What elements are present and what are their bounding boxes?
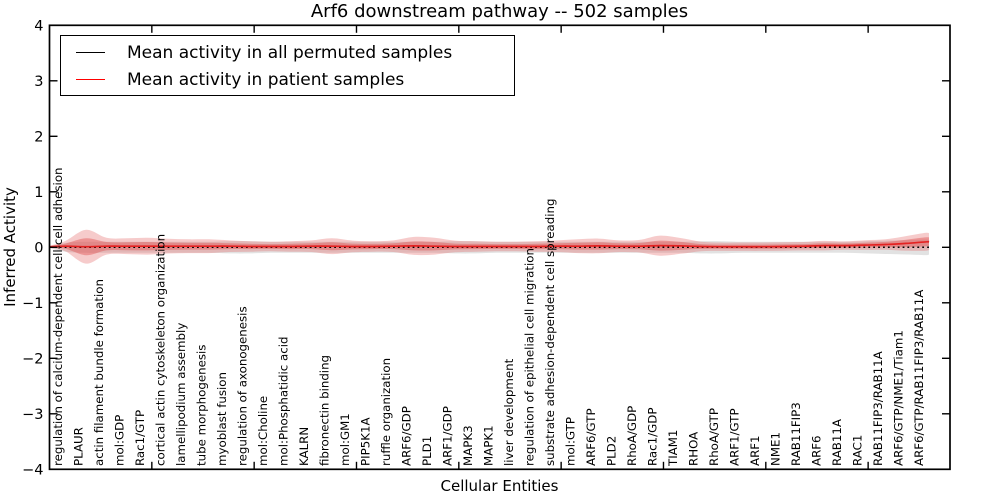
x-tick-label: myoblast fusion bbox=[215, 372, 229, 466]
y-tick-label: −3 bbox=[22, 407, 43, 423]
x-tick-label: mol:GDP bbox=[113, 415, 127, 466]
x-tick-label: RAB11FIP3 bbox=[789, 402, 803, 466]
legend-label: Mean activity in patient samples bbox=[127, 69, 405, 90]
y-tick-label: −2 bbox=[22, 351, 43, 367]
y-tick-label: 0 bbox=[34, 240, 43, 256]
x-tick-label: mol:Phosphatidic acid bbox=[277, 337, 291, 467]
x-tick-label: MAPK1 bbox=[482, 425, 496, 466]
x-tick-label: ARF6/GTP/NME1/Tiam1 bbox=[892, 330, 906, 466]
legend: Mean activity in all permuted samples Me… bbox=[60, 35, 515, 96]
x-tick-label: mol:GM1 bbox=[338, 413, 352, 466]
x-tick-label: substrate adhesion-dependent cell spread… bbox=[543, 199, 557, 466]
x-tick-label: RhoA/GTP bbox=[707, 408, 721, 466]
x-tick-label: ARF1 bbox=[748, 435, 762, 466]
x-tick-label: TIAM1 bbox=[666, 430, 680, 467]
x-tick-label: mol:GTP bbox=[564, 417, 578, 466]
y-tick-label: 4 bbox=[34, 18, 43, 34]
x-tick-label: ARF1/GDP bbox=[441, 406, 455, 466]
x-tick-label: ARF6/GDP bbox=[400, 406, 414, 466]
x-tick-label: cortical actin cytoskeleton organization bbox=[154, 234, 168, 466]
patient-mean-line bbox=[49, 240, 930, 248]
legend-line-swatch-patient bbox=[76, 79, 105, 80]
x-tick-label: RAB11FIP3/RAB11A bbox=[871, 351, 885, 466]
axes-box bbox=[48, 24, 951, 471]
x-tick-label: mol:Choline bbox=[256, 396, 270, 466]
x-tick-label: lamellipodium assembly bbox=[174, 323, 188, 466]
legend-item: Mean activity in all permuted samples bbox=[61, 39, 514, 66]
x-tick-label: tube morphogenesis bbox=[195, 345, 209, 466]
y-tick-label: 3 bbox=[34, 74, 43, 90]
x-tick-label: PLAUR bbox=[72, 427, 86, 466]
x-tick-label: MAPK3 bbox=[461, 425, 475, 466]
x-tick-label: ruffle organization bbox=[379, 358, 393, 466]
x-tick-label: PIP5K1A bbox=[359, 417, 373, 466]
x-axis-label: Cellular Entities bbox=[440, 477, 559, 495]
x-tick-label: Rac1/GDP bbox=[646, 408, 660, 466]
x-tick-label: ARF6/GTP/RAB11FIP3/RAB11A bbox=[912, 290, 926, 466]
legend-item: Mean activity in patient samples bbox=[61, 66, 514, 93]
legend-line-swatch-permuted bbox=[76, 52, 105, 53]
x-tick-label: NME1 bbox=[769, 432, 783, 466]
x-tick-label: ARF6 bbox=[810, 435, 824, 466]
x-tick-label: regulation of epithelial cell migration bbox=[523, 248, 537, 466]
x-tick-label: RAC1 bbox=[851, 435, 865, 466]
x-tick-label: RhoA/GDP bbox=[625, 406, 639, 466]
x-tick-label: RHOA bbox=[687, 432, 701, 466]
y-tick-label: −1 bbox=[22, 296, 43, 312]
y-axis-label: Inferred Activity bbox=[1, 187, 19, 307]
y-tick-label: −4 bbox=[22, 462, 43, 478]
y-tick-label: 1 bbox=[34, 185, 43, 201]
x-tick-label: liver development bbox=[502, 358, 516, 466]
x-tick-label: ARF6/GTP bbox=[584, 408, 598, 466]
x-tick-label: Rac1/GTP bbox=[133, 410, 147, 466]
y-tick-label: 2 bbox=[34, 129, 43, 145]
x-tick-label: KALRN bbox=[297, 427, 311, 466]
x-tick-label: PLD2 bbox=[605, 436, 619, 466]
legend-label: Mean activity in all permuted samples bbox=[127, 42, 453, 63]
x-tick-label: PLD1 bbox=[420, 436, 434, 466]
x-tick-label: regulation of calcium-dependent cell-cel… bbox=[51, 167, 65, 466]
x-tick-label: actin filament bundle formation bbox=[92, 279, 106, 466]
x-tick-label: ARF1/GTP bbox=[728, 408, 742, 466]
x-tick-label: RAB11A bbox=[830, 419, 844, 466]
x-tick-label: regulation of axonogenesis bbox=[236, 306, 250, 466]
x-tick-label: fibronectin binding bbox=[318, 355, 332, 466]
chart-title: Arf6 downstream pathway -- 502 samples bbox=[310, 1, 689, 22]
